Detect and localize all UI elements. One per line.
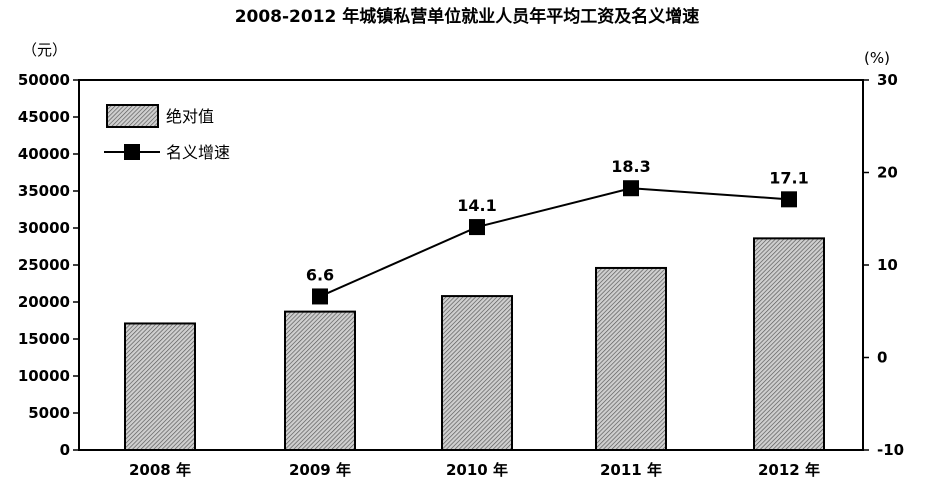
- category-label: 2011 年: [600, 461, 662, 479]
- left-axis-unit: （元）: [22, 41, 67, 59]
- growth-marker-2: [312, 288, 328, 305]
- left-tick-label: 15000: [18, 330, 70, 348]
- left-tick-label: 25000: [18, 256, 70, 274]
- right-tick-label: 10: [877, 256, 898, 274]
- bar-1: [124, 322, 196, 451]
- bar-4: [595, 266, 667, 451]
- left-tick-label: 5000: [28, 404, 70, 422]
- plot-area: 0 5000 10000 15000 20000 25000 30000 35000 40000…: [18, 71, 904, 479]
- growth-marker-5: [781, 191, 797, 208]
- right-tick-label: -10: [877, 441, 904, 459]
- growth-data-label: 14.1: [457, 196, 496, 215]
- growth-marker-4: [623, 180, 639, 197]
- left-tick-label: 20000: [18, 293, 70, 311]
- legend-bar-swatch: [106, 104, 159, 128]
- left-tick-label: 35000: [18, 182, 70, 200]
- legend-label-bar: 绝对值: [166, 107, 214, 126]
- left-tick-label: 10000: [18, 367, 70, 385]
- bar-2: [284, 310, 356, 451]
- growth-data-label: 17.1: [769, 168, 808, 187]
- growth-data-label: 18.3: [611, 157, 650, 176]
- right-axis-unit: (%): [864, 49, 890, 67]
- left-tick-label: 30000: [18, 219, 70, 237]
- right-tick-label: 0: [877, 349, 887, 367]
- growth-marker-3: [469, 219, 485, 236]
- chart-title: 2008-2012 年城镇私营单位就业人员年平均工资及名义增速: [235, 6, 700, 27]
- growth-line: [319, 187, 790, 298]
- growth-data-label: 6.6: [306, 265, 334, 284]
- right-tick-label: 20: [877, 164, 898, 182]
- category-label: 2012 年: [758, 461, 820, 479]
- left-tick-label: 50000: [18, 71, 70, 89]
- legend-marker-swatch: [124, 144, 140, 160]
- left-tick-label: 45000: [18, 108, 70, 126]
- left-tick-label: 40000: [18, 145, 70, 163]
- category-label: 2009 年: [289, 461, 351, 479]
- left-tick-label: 0: [60, 441, 70, 459]
- bar-3: [441, 295, 513, 451]
- right-tick-label: 30: [877, 71, 898, 89]
- category-label: 2008 年: [129, 461, 191, 479]
- legend-label-line: 名义增速: [166, 143, 230, 162]
- category-label: 2010 年: [446, 461, 508, 479]
- bar-5: [753, 237, 825, 451]
